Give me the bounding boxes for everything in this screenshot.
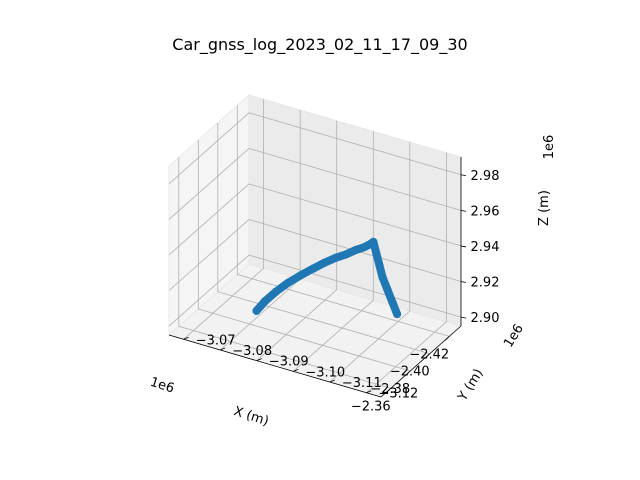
z-tick [460, 316, 467, 319]
y-gridline [183, 99, 265, 340]
z-tick [460, 174, 467, 177]
x-tick [405, 370, 411, 376]
y-tick [329, 379, 335, 383]
z-tick-label: 2.90 [471, 311, 500, 326]
trajectory-point [359, 243, 368, 252]
trajectory-point [309, 264, 318, 273]
trajectory-point [331, 253, 340, 262]
y-gridline [329, 142, 411, 383]
z-tick [460, 209, 467, 212]
y-tick [366, 390, 372, 394]
trajectory-point [388, 297, 397, 306]
z-tick [460, 281, 467, 283]
y-tick-label: −3.07 [196, 333, 236, 348]
x-tick-label: −2.40 [390, 365, 430, 380]
y-tick [256, 358, 262, 362]
z-tick [460, 245, 467, 248]
y-tick [293, 368, 299, 372]
x-tick-label: −2.36 [351, 399, 391, 414]
trajectory-point [378, 273, 387, 282]
z-gridline [168, 112, 462, 185]
y-tick [183, 336, 189, 340]
x-tick [425, 353, 431, 358]
z-axis-offset-text: 1e6 [542, 135, 557, 160]
trajectory-point [383, 285, 392, 294]
chart-title: Car_gnss_log_2023_02_11_17_09_30 [172, 35, 467, 55]
z-gridline [168, 219, 462, 291]
x-gridline [236, 105, 450, 337]
y-gridline [256, 120, 338, 361]
z-axis-label: Z (m) [537, 190, 552, 226]
z-tick-label: 2.94 [471, 240, 500, 255]
y-tick-label: −3.09 [269, 355, 309, 370]
z-gridline [168, 147, 462, 220]
y-tick-label: −3.11 [342, 376, 382, 391]
y-tick-label: −3.08 [232, 344, 272, 359]
x-tick [386, 388, 392, 393]
y-axis-line [168, 334, 382, 398]
x-tick-label: −2.42 [409, 347, 449, 362]
trajectory-point [372, 249, 381, 258]
chart-axes: −2.42 −2.40 −2.38 −2.36 −3.07−3.08−3.09−3.10… [168, 157, 500, 414]
z-gridline [168, 183, 462, 256]
trajectory-point [296, 271, 305, 280]
trajectory-point [342, 250, 351, 259]
trajectory-point [351, 246, 360, 255]
chart-panes [168, 94, 462, 398]
x-gridline [197, 140, 411, 372]
x-tick-label: −2.38 [370, 382, 410, 397]
x-axis-offset-text: 1e6 [148, 375, 176, 397]
trajectory-point [320, 258, 329, 267]
z-tick-label: 2.92 [471, 276, 500, 291]
x-gridline [217, 122, 430, 355]
y-tick-label: −3.10 [305, 365, 345, 380]
trajectory-point [366, 239, 375, 248]
trajectory-point [375, 261, 384, 270]
x-gridline [178, 157, 391, 389]
x-axis-label: X (m) [232, 404, 271, 429]
z-tick-label: 2.96 [471, 204, 500, 219]
chart-marks [252, 237, 402, 319]
trajectory-point [271, 287, 280, 296]
trajectory-point [252, 306, 261, 315]
trajectory-point [260, 297, 269, 306]
y-gridline [293, 131, 374, 372]
y-axis-offset-text: 1e6 [501, 322, 527, 351]
y-gridline [366, 152, 447, 393]
z-tick-label: 2.98 [471, 169, 500, 184]
y-tick [220, 347, 226, 351]
trajectory-point [393, 310, 402, 319]
y-axis-label: Y (m) [455, 366, 487, 404]
y-tick-label: −3.12 [378, 387, 418, 402]
x-tick [445, 336, 450, 341]
trajectory-point [283, 278, 292, 287]
